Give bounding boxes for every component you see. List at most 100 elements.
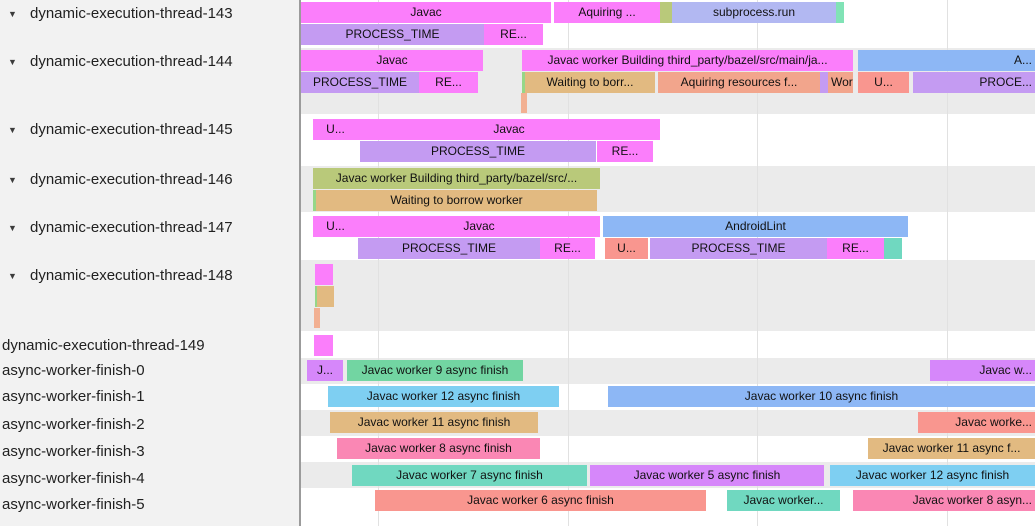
thread-row-header: async-worker-finish-1 bbox=[0, 388, 299, 406]
thread-row-header: async-worker-finish-0 bbox=[0, 362, 299, 380]
trace-event-bar[interactable]: Waiting to borr... bbox=[525, 72, 655, 93]
thread-name-label: dynamic-execution-thread-145 bbox=[30, 121, 233, 138]
thread-name-label: dynamic-execution-thread-143 bbox=[30, 5, 233, 22]
trace-event-bar[interactable]: Javac worker 10 async finish bbox=[608, 386, 1035, 407]
trace-event-bar[interactable]: Javac worker Building third_party/bazel/… bbox=[522, 50, 853, 71]
expander-triangle-icon[interactable]: ▼ bbox=[8, 57, 17, 67]
thread-name-label: async-worker-finish-4 bbox=[2, 470, 145, 487]
panel-separator[interactable] bbox=[299, 0, 301, 526]
thread-name-label: dynamic-execution-thread-148 bbox=[30, 267, 233, 284]
track-group: Javac worker 6 async finish Javac worker.… bbox=[301, 488, 1035, 514]
thread-row-header: ▼ dynamic-execution-thread-147 bbox=[0, 219, 299, 237]
trace-event-bar[interactable]: Javac bbox=[301, 50, 483, 71]
trace-event-bar[interactable]: U... bbox=[858, 72, 909, 93]
trace-event-bar[interactable]: Javac worker 6 async finish bbox=[375, 490, 706, 511]
thread-row-header: ▼ dynamic-execution-thread-143 bbox=[0, 5, 299, 23]
expander-triangle-icon[interactable]: ▼ bbox=[8, 271, 17, 281]
trace-event-bar[interactable]: PROCESS_TIME bbox=[650, 238, 827, 259]
trace-event-bar[interactable]: Javac worker 11 async f... bbox=[868, 438, 1035, 459]
track-group bbox=[301, 331, 1035, 358]
trace-event-bar[interactable] bbox=[315, 264, 333, 285]
expander-triangle-icon[interactable]: ▼ bbox=[8, 125, 17, 135]
time-gridline bbox=[568, 0, 569, 526]
track-group: U... Javac PROCESS_TIME RE... bbox=[301, 114, 1035, 166]
thread-row-header: ▼ dynamic-execution-thread-144 bbox=[0, 53, 299, 71]
trace-event-bar[interactable]: Aquiring ... bbox=[554, 2, 660, 23]
trace-event-bar[interactable] bbox=[836, 2, 844, 23]
thread-row-header: async-worker-finish-5 bbox=[0, 496, 299, 514]
track-group: Javac worker 12 async finish Javac worker… bbox=[301, 384, 1035, 410]
trace-event-bar[interactable] bbox=[314, 335, 333, 356]
trace-event-bar[interactable]: U... bbox=[313, 119, 358, 140]
trace-event-bar[interactable]: Javac worker 8 async finish bbox=[337, 438, 540, 459]
trace-event-bar[interactable]: Javac worker 12 async finish bbox=[830, 465, 1035, 486]
trace-event-bar[interactable]: RE... bbox=[827, 238, 884, 259]
trace-event-bar[interactable]: PROCESS_TIME bbox=[358, 238, 540, 259]
thread-row-header: async-worker-finish-2 bbox=[0, 416, 299, 434]
thread-name-label: async-worker-finish-3 bbox=[2, 443, 145, 460]
thread-name-label: dynamic-execution-thread-149 bbox=[2, 337, 205, 354]
trace-event-bar[interactable]: Javac bbox=[358, 216, 600, 237]
trace-event-bar[interactable]: AndroidLint bbox=[603, 216, 908, 237]
trace-event-bar[interactable]: PROCESS_TIME bbox=[301, 72, 419, 93]
track-group: Javac worker Building third_party/bazel/… bbox=[301, 166, 1035, 212]
trace-event-bar[interactable]: Javac worker 11 async finish bbox=[330, 412, 538, 433]
track-group: U... Javac AndroidLint PROCESS_TIME RE... U..… bbox=[301, 212, 1035, 260]
trace-event-bar[interactable]: PROCESS_TIME bbox=[301, 24, 484, 45]
trace-event-bar[interactable]: Aquiring resources f... bbox=[658, 72, 820, 93]
trace-event-bar[interactable]: U... bbox=[605, 238, 648, 259]
expander-triangle-icon[interactable]: ▼ bbox=[8, 9, 17, 19]
trace-event-bar[interactable]: Javac worker 7 async finish bbox=[352, 465, 587, 486]
thread-row-header: dynamic-execution-thread-149 bbox=[0, 337, 299, 355]
trace-event-bar[interactable]: Javac worke... bbox=[918, 412, 1035, 433]
trace-event-bar[interactable]: Wor bbox=[828, 72, 853, 93]
trace-event-bar[interactable]: J... bbox=[307, 360, 343, 381]
trace-event-bar[interactable]: RE... bbox=[540, 238, 595, 259]
trace-event-bar[interactable] bbox=[521, 93, 527, 113]
track-group: Javac worker 11 async finish Javac worke.… bbox=[301, 410, 1035, 436]
trace-event-bar[interactable]: RE... bbox=[484, 24, 543, 45]
trace-event-bar[interactable] bbox=[884, 238, 902, 259]
trace-event-bar[interactable] bbox=[317, 286, 334, 307]
thread-name-label: dynamic-execution-thread-146 bbox=[30, 171, 233, 188]
time-gridline bbox=[757, 0, 758, 526]
trace-event-bar[interactable]: A... bbox=[858, 50, 1035, 71]
time-gridline bbox=[378, 0, 379, 526]
trace-event-bar[interactable]: U... bbox=[313, 216, 358, 237]
trace-event-bar[interactable]: PROCESS_TIME bbox=[360, 141, 596, 162]
thread-name-label: async-worker-finish-0 bbox=[2, 362, 145, 379]
trace-event-bar[interactable]: Javac worker 12 async finish bbox=[328, 386, 559, 407]
thread-row-header: ▼ dynamic-execution-thread-146 bbox=[0, 171, 299, 189]
thread-list-panel: ▼ dynamic-execution-thread-143 ▼ dynamic-ex… bbox=[0, 0, 299, 526]
track-group: Javac worker 7 async finish Javac worker … bbox=[301, 462, 1035, 488]
trace-event-bar[interactable]: Waiting to borrow worker bbox=[316, 190, 597, 211]
trace-event-bar[interactable]: RE... bbox=[419, 72, 478, 93]
timeline-panel[interactable]: Javac Aquiring ... subprocess.run PROCESS_T… bbox=[301, 0, 1035, 526]
trace-event-bar[interactable]: RE... bbox=[597, 141, 653, 162]
trace-event-bar[interactable]: Javac worker 8 asyn... bbox=[853, 490, 1035, 511]
trace-event-bar[interactable]: Javac w... bbox=[930, 360, 1035, 381]
thread-row-header: ▼ dynamic-execution-thread-148 bbox=[0, 267, 299, 285]
trace-event-bar[interactable]: Javac worker 9 async finish bbox=[347, 360, 523, 381]
thread-row-header: ▼ dynamic-execution-thread-145 bbox=[0, 121, 299, 139]
track-group bbox=[301, 260, 1035, 331]
expander-triangle-icon[interactable]: ▼ bbox=[8, 175, 17, 185]
trace-event-bar[interactable]: Javac bbox=[301, 2, 551, 23]
thread-name-label: async-worker-finish-2 bbox=[2, 416, 145, 433]
trace-event-bar[interactable]: Javac worker... bbox=[727, 490, 840, 511]
trace-event-bar[interactable]: PROCE... bbox=[913, 72, 1035, 93]
trace-event-bar[interactable]: Javac bbox=[358, 119, 660, 140]
trace-event-bar[interactable] bbox=[314, 308, 320, 328]
trace-event-bar[interactable] bbox=[820, 72, 828, 93]
expander-triangle-icon[interactable]: ▼ bbox=[8, 223, 17, 233]
thread-name-label: async-worker-finish-5 bbox=[2, 496, 145, 513]
track-group: J... Javac worker 9 async finish Javac w..… bbox=[301, 358, 1035, 384]
trace-event-bar[interactable]: Javac worker 5 async finish bbox=[590, 465, 824, 486]
thread-row-header: async-worker-finish-3 bbox=[0, 443, 299, 461]
trace-event-bar[interactable]: subprocess.run bbox=[672, 2, 836, 23]
trace-event-bar[interactable] bbox=[660, 2, 672, 23]
thread-name-label: dynamic-execution-thread-147 bbox=[30, 219, 233, 236]
thread-row-header: async-worker-finish-4 bbox=[0, 470, 299, 488]
trace-event-bar[interactable]: Javac worker Building third_party/bazel/… bbox=[313, 168, 600, 189]
